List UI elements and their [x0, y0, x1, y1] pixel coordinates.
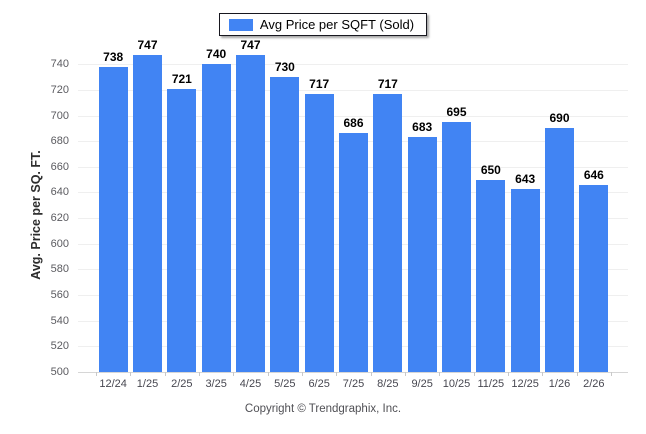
bar — [373, 93, 403, 372]
axis-tick — [302, 372, 303, 376]
bar — [476, 179, 506, 372]
x-tick-label: 5/25 — [274, 378, 296, 390]
x-tick-label: 12/24 — [99, 378, 127, 390]
y-tick-label: 700 — [50, 109, 69, 122]
bar — [304, 93, 334, 372]
axis-tick — [130, 372, 132, 376]
bar — [201, 64, 231, 372]
y-tick-label: 620 — [50, 212, 69, 225]
y-tick-label: 520 — [50, 340, 69, 353]
axis-tick — [267, 372, 269, 376]
bar-value-label: 695 — [446, 104, 467, 119]
y-tick-label: 580 — [50, 263, 69, 276]
axis-tick — [576, 372, 578, 376]
x-tick-label: 9/25 — [411, 378, 433, 390]
x-tick-label: 10/25 — [442, 378, 471, 390]
bar — [579, 184, 609, 372]
x-tick-label: 2/25 — [171, 378, 193, 390]
bar — [167, 88, 197, 372]
legend-swatch-icon — [228, 18, 253, 31]
x-axis-baseline — [78, 372, 628, 373]
bar — [270, 77, 300, 372]
bar — [407, 137, 437, 372]
x-tick-label: 4/25 — [239, 378, 262, 390]
axis-tick — [164, 372, 166, 376]
legend-container: Avg Price per SQFT (Sold) — [0, 13, 646, 36]
bar — [339, 133, 368, 372]
axis-tick — [542, 372, 544, 376]
bar — [236, 55, 265, 372]
axis-tick — [233, 372, 235, 376]
x-tick-label: 11/25 — [477, 378, 505, 390]
y-tick-label: 540 — [50, 314, 69, 327]
x-tick-label: 2/26 — [583, 378, 605, 390]
bar-value-label: 747 — [137, 38, 158, 53]
bar-value-label: 730 — [274, 60, 295, 75]
bar — [442, 121, 471, 372]
bar-value-label: 683 — [412, 120, 433, 135]
gridline — [78, 115, 628, 117]
bar — [545, 128, 574, 372]
axis-tick — [508, 372, 509, 376]
bar-value-label: 738 — [103, 49, 124, 64]
y-tick-label: 740 — [50, 58, 69, 71]
axis-tick — [439, 372, 441, 376]
x-tick-label: 6/25 — [308, 378, 330, 390]
x-tick-label: 8/25 — [377, 378, 399, 390]
bar-value-label: 643 — [515, 171, 536, 186]
axis-tick — [336, 372, 338, 376]
legend-label: Avg Price per SQFT (Sold) — [259, 17, 415, 32]
axis-tick — [473, 372, 475, 376]
bar-value-label: 721 — [171, 71, 192, 86]
x-tick-label: 12/25 — [511, 378, 539, 390]
x-tick-label: 1/26 — [548, 378, 571, 390]
bar-value-label: 686 — [343, 116, 364, 131]
bar-value-label: 717 — [377, 76, 398, 91]
gridline — [78, 64, 628, 66]
axis-tick — [96, 372, 97, 376]
y-tick-label: 560 — [50, 289, 69, 302]
bar — [510, 188, 540, 372]
bar-value-label: 646 — [583, 167, 604, 182]
y-tick-label: 500 — [50, 366, 69, 378]
bar-value-label: 717 — [309, 76, 330, 91]
bar-value-label: 740 — [206, 47, 227, 62]
x-tick-label: 1/25 — [136, 378, 159, 390]
axis-tick — [199, 372, 200, 376]
legend: Avg Price per SQFT (Sold) — [218, 13, 428, 36]
bar-value-label: 690 — [549, 111, 570, 126]
plot-area: 500 520 540 560 580 600 620 640 660 680 700 720 740 7… — [51, 38, 628, 390]
axis-tick — [370, 372, 372, 376]
y-tick-label: 680 — [50, 135, 69, 148]
y-tick-label: 720 — [50, 83, 69, 96]
axis-tick — [405, 372, 406, 376]
y-tick-label: 600 — [50, 237, 69, 250]
bar-value-label: 747 — [240, 38, 261, 53]
gridline — [78, 89, 628, 91]
y-tick-label: 660 — [50, 160, 69, 173]
x-tick-label: 3/25 — [205, 378, 227, 390]
axis-tick — [611, 372, 612, 376]
y-tick-label: 640 — [50, 186, 69, 199]
x-tick-label: 7/25 — [342, 378, 365, 390]
bar-value-label: 650 — [480, 162, 501, 177]
bar — [133, 55, 162, 372]
bar — [98, 66, 128, 372]
copyright-notice: Copyright © Trendgraphix, Inc. — [244, 403, 402, 415]
